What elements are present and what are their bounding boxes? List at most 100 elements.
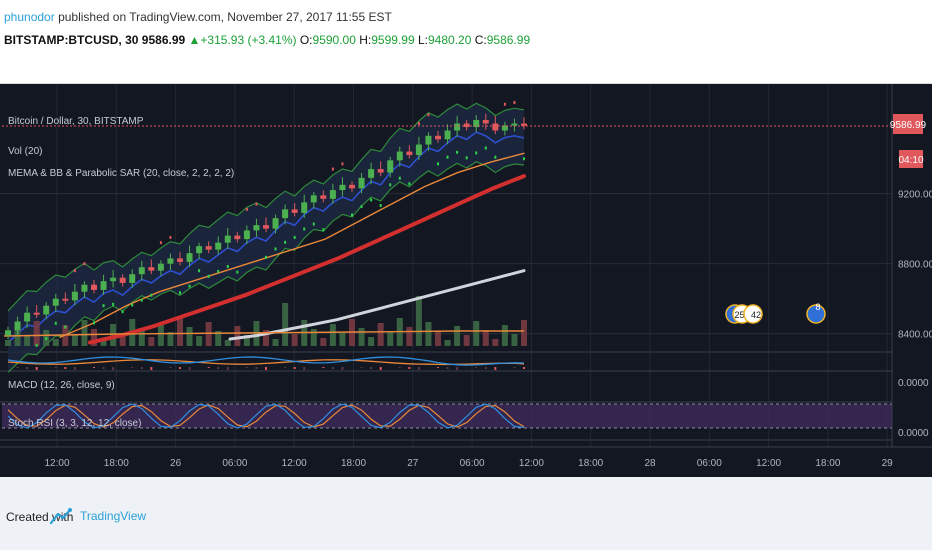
candle-body bbox=[205, 246, 212, 250]
current-price-label: 9586.99 bbox=[890, 120, 927, 131]
candle-body bbox=[196, 246, 203, 254]
volume-bar bbox=[138, 328, 145, 346]
candle-body bbox=[387, 160, 394, 173]
volume-bar bbox=[521, 320, 527, 346]
sar-dot bbox=[398, 176, 401, 180]
candle-body bbox=[5, 330, 11, 336]
candle-body bbox=[291, 209, 298, 213]
time-tick: 18:00 bbox=[815, 458, 840, 469]
low-value: 9480.20 bbox=[428, 33, 472, 47]
event-flag[interactable]: 42 bbox=[743, 304, 763, 324]
tradingview-logo[interactable]: TradingView bbox=[50, 506, 146, 526]
candle-body bbox=[368, 169, 375, 178]
chart-area[interactable]: Bitcoin / Dollar, 30, BITSTAMP Vol (20) … bbox=[0, 83, 932, 478]
candle-body bbox=[62, 298, 69, 301]
symbol-name: BITSTAMP:BTCUSD, 30 bbox=[4, 33, 139, 47]
sar-dot bbox=[245, 207, 248, 211]
sar-dot bbox=[484, 146, 487, 150]
volume-bar bbox=[52, 339, 59, 346]
countdown-tag bbox=[899, 150, 923, 168]
candle-body bbox=[444, 130, 451, 140]
sar-dot bbox=[446, 155, 449, 159]
sar-dot bbox=[360, 205, 363, 209]
volume-bar bbox=[511, 334, 518, 346]
volume-bar bbox=[91, 329, 97, 346]
tradingview-brand: TradingView bbox=[80, 509, 147, 523]
candle-body bbox=[511, 123, 518, 126]
time-tick: 29 bbox=[882, 458, 894, 469]
price-change: +315.93 (+3.41%) bbox=[200, 33, 297, 47]
candle-body bbox=[119, 277, 126, 283]
sar-dot bbox=[93, 321, 95, 325]
band-fill bbox=[8, 103, 524, 373]
time-tick: 26 bbox=[170, 458, 182, 469]
author-link[interactable]: phunodor bbox=[4, 10, 55, 24]
volume-bar bbox=[282, 303, 289, 346]
time-tick: 18:00 bbox=[104, 458, 129, 469]
volume-bar bbox=[196, 336, 203, 346]
event-flag[interactable]: 8 bbox=[806, 302, 826, 324]
time-tick: 18:00 bbox=[578, 458, 603, 469]
price-tick: 8400.00 bbox=[898, 330, 932, 341]
macd-line bbox=[7, 356, 525, 366]
volume-bar bbox=[81, 320, 88, 346]
volume-bar bbox=[320, 338, 327, 346]
sar-dot bbox=[427, 113, 430, 117]
sar-dot bbox=[255, 202, 258, 206]
sar-dot bbox=[121, 310, 124, 314]
candle-body bbox=[425, 135, 432, 145]
volume-bar bbox=[100, 338, 107, 346]
candle-body bbox=[253, 225, 260, 231]
ma-red-line bbox=[88, 174, 526, 345]
volume-bar bbox=[263, 330, 269, 346]
sar-dot bbox=[217, 269, 220, 273]
event-count: 253 bbox=[734, 310, 749, 320]
sar-dot bbox=[83, 262, 86, 266]
sar-dot bbox=[265, 255, 267, 259]
publish-info: phunodor published on TradingView.com, N… bbox=[4, 10, 392, 24]
candle-body bbox=[263, 225, 269, 229]
candle-body bbox=[320, 195, 327, 199]
candle-body bbox=[301, 202, 308, 213]
event-count: 42 bbox=[751, 310, 761, 320]
candle-body bbox=[138, 267, 145, 275]
macd-signal-line bbox=[7, 359, 525, 366]
volume-bar bbox=[415, 296, 422, 346]
sar-dot bbox=[494, 155, 497, 159]
sar-dot bbox=[331, 167, 334, 171]
volume-bar bbox=[71, 334, 78, 346]
bollinger-bands bbox=[7, 102, 525, 373]
candle-body bbox=[91, 284, 97, 290]
volume-bar bbox=[291, 334, 298, 346]
sar-dot bbox=[523, 157, 525, 161]
sar-dot bbox=[102, 304, 105, 308]
sar-dot bbox=[389, 183, 392, 187]
volume-bar bbox=[157, 323, 164, 346]
candle-body bbox=[100, 281, 107, 290]
open-label: O: bbox=[299, 33, 313, 47]
sar-dot bbox=[54, 321, 57, 325]
candle-body bbox=[339, 184, 346, 191]
candle-body bbox=[415, 144, 422, 156]
candle-body bbox=[521, 123, 527, 126]
chart-svg[interactable]: Bitcoin / Dollar, 30, BITSTAMP Vol (20) … bbox=[0, 84, 932, 478]
legend-stoch: Stoch RSI (3, 3, 12, 12, close) bbox=[8, 418, 141, 429]
sar-dot bbox=[408, 182, 411, 186]
countdown-label: 04:10 bbox=[898, 155, 923, 166]
candle-body bbox=[435, 135, 441, 140]
sar-dot bbox=[188, 284, 191, 288]
low-label: L: bbox=[417, 33, 428, 47]
candle-body bbox=[396, 151, 403, 161]
candle-body bbox=[186, 253, 193, 262]
sar-dot bbox=[341, 162, 344, 166]
sar-dot bbox=[437, 162, 439, 166]
sar-dot bbox=[293, 235, 296, 239]
current-price-tag bbox=[893, 114, 923, 134]
sar-dot bbox=[312, 222, 315, 226]
sar-dot bbox=[35, 343, 38, 347]
candle-body bbox=[52, 298, 59, 306]
candle-body bbox=[215, 242, 222, 250]
time-tick: 28 bbox=[644, 458, 656, 469]
volume-bar bbox=[358, 328, 365, 346]
volume-bar bbox=[215, 331, 222, 346]
